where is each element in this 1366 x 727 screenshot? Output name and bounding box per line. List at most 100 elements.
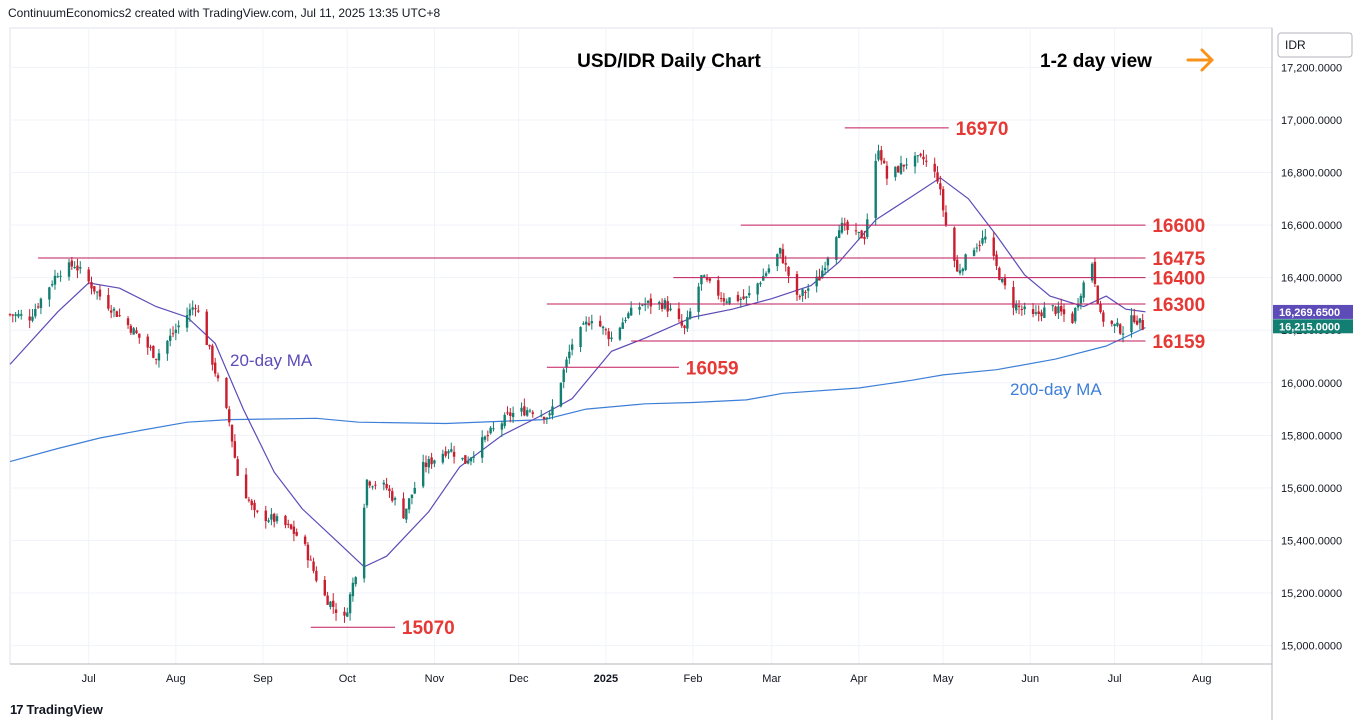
candle-body — [284, 515, 287, 526]
candle-body — [95, 291, 99, 293]
candle-body — [866, 219, 869, 238]
candle-body — [334, 609, 338, 613]
candle-body — [629, 307, 633, 316]
candle-body — [368, 481, 371, 486]
candle-body — [722, 298, 726, 302]
candle-body — [129, 325, 133, 333]
candle-body — [73, 267, 76, 269]
candle-body — [1076, 305, 1080, 308]
candle-body — [700, 275, 703, 285]
candle-body — [93, 286, 96, 292]
candle-body — [953, 227, 956, 261]
candle-body — [739, 298, 742, 300]
x-tick-label: Sep — [253, 673, 273, 685]
chart-title: USD/IDR Daily Chart — [577, 51, 761, 72]
candle-body — [17, 313, 20, 317]
candle-body — [312, 561, 315, 571]
candle-body — [1031, 309, 1035, 315]
candle-body — [90, 282, 93, 289]
candle-body — [56, 276, 59, 278]
candle-body — [905, 164, 908, 166]
candle-body — [208, 344, 211, 347]
level-label: 16159 — [1152, 332, 1205, 353]
candle-body — [247, 499, 251, 501]
candle-body — [152, 345, 155, 358]
candle-body — [48, 287, 51, 300]
candle-body — [11, 314, 15, 316]
candle-body — [1079, 295, 1083, 304]
candle-body — [590, 321, 594, 324]
candle-body — [843, 223, 846, 225]
candle-body — [374, 484, 377, 486]
candle-body — [1062, 309, 1066, 315]
candle-body — [646, 300, 650, 303]
candle-body — [756, 283, 759, 295]
candle-body — [87, 269, 90, 282]
x-tick-label: Aug — [166, 673, 186, 685]
candle-body — [545, 417, 549, 420]
y-tick-label: 17,000.0000 — [1281, 115, 1342, 127]
candle-body — [444, 451, 447, 456]
candle-body — [916, 155, 920, 157]
candle-body — [801, 289, 804, 296]
chart-grid — [9, 27, 1273, 665]
candle-body — [1020, 308, 1024, 310]
candle-body — [1119, 324, 1122, 334]
candle-body — [857, 231, 861, 233]
candle-body — [480, 437, 484, 458]
candle-body — [385, 483, 388, 489]
candle-body — [1093, 261, 1097, 284]
candle-body — [388, 488, 391, 492]
candle-body — [584, 321, 588, 325]
candle-body — [627, 313, 630, 318]
candle-body — [1017, 305, 1021, 307]
candle-body — [559, 382, 563, 407]
candle-body — [894, 166, 897, 178]
candle-body — [511, 412, 515, 418]
candle-body — [995, 254, 998, 266]
candle-body — [174, 329, 178, 333]
candle-body — [236, 459, 239, 476]
x-tick-label: Jun — [1021, 673, 1039, 685]
chart-axes: 17,200.0000 17,000.0000 16,800.0000 16,600.… — [10, 28, 1353, 720]
candle-body — [548, 413, 551, 416]
tradingview-footer[interactable]: 17 TradingView — [10, 702, 103, 717]
candle-body — [697, 286, 700, 312]
candle-body — [821, 270, 824, 279]
x-tick-label: Apr — [850, 673, 867, 685]
candle-body — [719, 298, 723, 300]
candle-body — [1102, 312, 1105, 322]
level-label: 16600 — [1152, 216, 1205, 237]
candle-body — [1040, 312, 1043, 317]
candle-body — [472, 456, 475, 458]
candle-body — [295, 531, 298, 536]
candle-body — [759, 282, 762, 285]
candle-body — [1099, 303, 1102, 313]
candle-body — [191, 307, 194, 310]
candle-body — [216, 375, 220, 379]
candle-body — [941, 189, 945, 211]
candle-body — [933, 163, 936, 172]
candle-body — [430, 457, 433, 465]
candle-body — [28, 316, 31, 321]
plot-frame — [9, 27, 1273, 665]
candle-body — [441, 453, 445, 463]
candle-body — [289, 524, 293, 529]
candle-body — [391, 491, 394, 501]
candle-body — [992, 237, 995, 256]
candle-body — [132, 328, 135, 335]
x-tick-label: Oct — [339, 673, 356, 685]
candle-body — [138, 333, 141, 338]
candle-body — [705, 277, 709, 280]
candle-body — [34, 309, 37, 317]
candle-body — [211, 345, 214, 365]
candle-body — [882, 160, 886, 164]
candle-body — [818, 276, 821, 281]
candle-body — [877, 150, 880, 160]
ma200-line — [9, 327, 1146, 463]
candle-body — [1130, 315, 1133, 333]
candle-body — [1074, 308, 1077, 322]
x-tick-label: Jul — [1108, 673, 1122, 685]
